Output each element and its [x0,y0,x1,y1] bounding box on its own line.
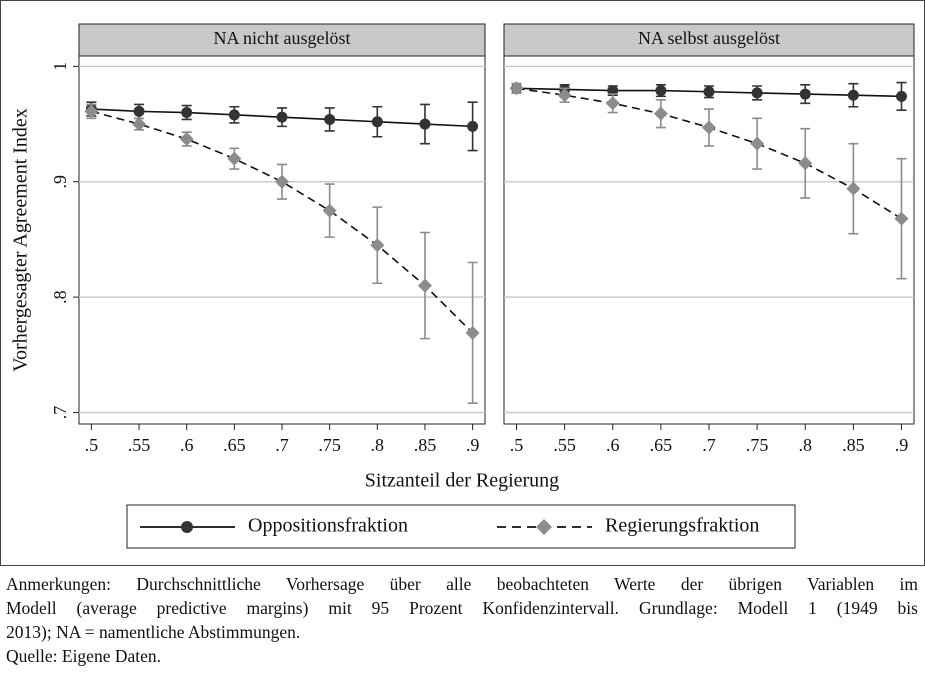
marker [465,325,480,340]
y-tick-label: .9 [50,175,70,189]
marker [133,105,145,117]
marker [702,120,716,135]
marker [509,81,524,96]
y-tick-label: .7 [50,406,70,420]
marker [132,117,147,132]
x-tick-label: .85 [842,435,865,455]
panel-header [503,23,915,57]
notes: Anmerkungen: Durchschnittliche Vorhersag… [6,572,918,668]
marker [322,203,337,218]
x-tick-label: .6 [180,435,194,455]
marker [895,90,907,102]
marker [799,88,811,100]
marker [181,107,193,119]
x-tick-label: .8 [371,435,385,455]
legend-marker [181,521,193,533]
legend-label: Regierungsfraktion [605,515,759,537]
series-line [91,110,474,334]
marker [419,118,431,130]
x-tick-label: .85 [414,435,437,455]
marker [605,96,620,111]
marker [703,86,715,98]
marker [847,89,859,101]
marker [467,120,479,132]
note-line: 2013); NA = namentliche Abstimmungen. [6,622,301,642]
x-tick-label: .55 [553,435,576,455]
x-axis-label: Sitzanteil der Regierung [365,470,559,492]
marker [371,116,383,128]
note-line: Modell (average predictive margins) mit … [6,598,918,618]
marker [228,109,240,121]
legend-box [126,504,796,549]
panel-title: NA selbst ausgelöst [638,28,780,48]
x-tick-label: .55 [128,435,151,455]
legend-label: Oppositionsfraktion [248,515,408,537]
x-tick-label: .8 [798,435,812,455]
x-tick-label: .65 [650,435,673,455]
marker [84,104,99,119]
x-tick-label: .65 [223,435,246,455]
x-tick-label: .9 [466,435,480,455]
marker [751,87,763,99]
marker [276,111,288,123]
marker [894,211,909,226]
y-axis-label: Vorhergesagter Agreement Index [10,108,32,372]
marker [655,85,667,97]
panel-title: NA nicht ausgelöst [214,28,351,48]
x-tick-label: .9 [895,435,909,455]
legend-marker [536,519,552,535]
note-line: Anmerkungen: Durchschnittliche Vorhersag… [6,574,918,594]
x-tick-label: .6 [606,435,620,455]
marker [179,132,194,147]
marker [275,174,289,189]
x-tick-label: .75 [746,435,769,455]
y-tick-label: .8 [50,290,70,304]
marker [750,136,765,151]
marker [557,88,572,103]
y-tick-label: 1 [50,62,70,71]
panel-header [78,23,486,57]
marker [370,238,385,253]
x-tick-label: .75 [318,435,341,455]
marker [653,106,668,121]
chart: Vorhergesagter Agreement Index Sitzantei… [0,0,925,566]
x-tick-label: .7 [702,435,716,455]
marker [417,278,432,293]
x-tick-label: .7 [275,435,289,455]
x-tick-label: .5 [510,435,524,455]
marker [846,181,861,196]
note-line: Quelle: Eigene Daten. [6,646,162,666]
marker [798,156,813,171]
x-tick-label: .5 [85,435,99,455]
marker [324,113,336,125]
marker [227,151,242,166]
